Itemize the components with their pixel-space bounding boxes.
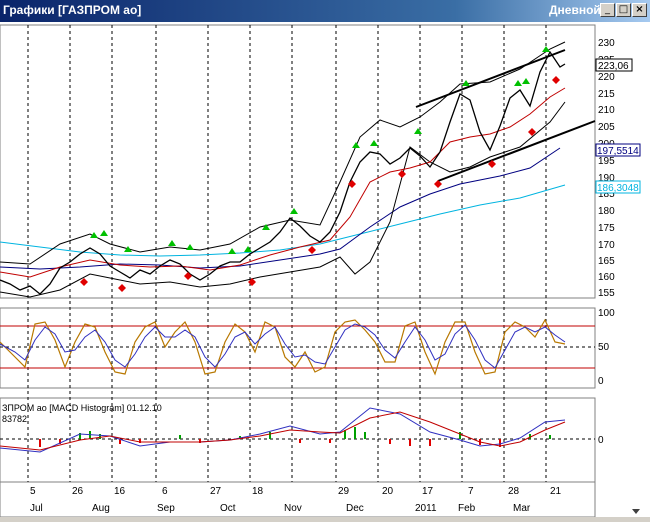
y-tick: 205: [598, 122, 615, 133]
day-tick: 5: [30, 486, 36, 497]
y-tick: 215: [598, 89, 615, 100]
price-line: [0, 50, 566, 295]
day-tick: 28: [508, 486, 520, 497]
day-tick: 20: [382, 486, 394, 497]
ma-long-line: [0, 184, 566, 257]
x-axis-days: 5 26 16 6 27 18 29 20 17 7 28 21: [30, 486, 562, 497]
y-tick: 170: [598, 240, 615, 251]
day-tick: 17: [422, 486, 434, 497]
macd-panel: [0, 397, 596, 483]
ma-long-marker: [595, 180, 641, 194]
y-tick: 230: [598, 38, 615, 49]
last-price-value: 223,06: [598, 61, 629, 72]
day-tick: 6: [162, 486, 168, 497]
scroll-down-icon[interactable]: [632, 509, 640, 514]
macd-zero-tick: 0: [598, 435, 604, 446]
y-tick: 180: [598, 206, 615, 217]
y-tick: 165: [598, 256, 615, 267]
y-tick: 210: [598, 105, 615, 116]
day-tick: 26: [72, 486, 84, 497]
month-tick: 2011: [415, 503, 437, 514]
title-bar[interactable]: Графики [ГАЗПРОМ ао] Дневной _ □ ×: [0, 0, 650, 22]
y-tick: 155: [598, 288, 615, 299]
macd-value: 83782: [2, 414, 27, 424]
day-tick: 16: [114, 486, 126, 497]
month-tick: Dec: [346, 503, 364, 514]
period-label[interactable]: Дневной: [549, 3, 601, 17]
stoch-tick: 0: [598, 376, 604, 387]
stoch-panel: [0, 307, 596, 389]
price-panel: [0, 24, 596, 299]
ma-mid-value: 197,5514: [597, 146, 639, 157]
month-tick: Aug: [92, 503, 110, 514]
minimize-button[interactable]: _: [600, 3, 615, 17]
channel-lower: [437, 120, 596, 182]
month-tick: Mar: [513, 503, 531, 514]
y-tick: 220: [598, 72, 615, 83]
ma-mid-marker: [595, 143, 641, 157]
y-tick: 160: [598, 272, 615, 283]
y-tick: 175: [598, 223, 615, 234]
month-tick: Oct: [220, 503, 236, 514]
chart-area[interactable]: 230 225 220 215 210 205 200 195 190 185 …: [0, 22, 650, 518]
bollinger-upper: [0, 41, 566, 265]
month-tick: Jul: [30, 503, 43, 514]
ma-mid-line: [0, 147, 561, 270]
month-tick: Nov: [284, 503, 302, 514]
close-button[interactable]: ×: [632, 3, 647, 17]
ma-long-value: 186,3048: [597, 183, 639, 194]
x-axis-months: Jul Aug Sep Oct Nov Dec 2011 Feb Mar: [30, 503, 531, 514]
stoch-d-line: [0, 323, 566, 369]
day-tick: 29: [338, 486, 350, 497]
price-y-axis: 230 225 220 215 210 205 200 195 190 185 …: [598, 38, 615, 299]
day-tick: 27: [210, 486, 222, 497]
channel-upper: [415, 49, 566, 108]
y-tick: 195: [598, 156, 615, 167]
chart-canvas[interactable]: 230 225 220 215 210 205 200 195 190 185 …: [0, 22, 650, 518]
day-tick: 21: [550, 486, 562, 497]
maximize-button[interactable]: □: [616, 3, 631, 17]
macd-signal-line: [0, 411, 566, 451]
y-tick: 190: [598, 173, 615, 184]
ma-short-line: [0, 87, 566, 278]
y-tick: 185: [598, 189, 615, 200]
month-tick: Sep: [157, 503, 175, 514]
fractal-up-markers: [90, 46, 550, 254]
date-axis: [0, 481, 596, 518]
stoch-tick: 50: [598, 342, 610, 353]
fractal-down-markers: [80, 76, 560, 292]
macd-label: ЗПРОМ ао [MACD Histogram] 01.12.10: [2, 403, 162, 413]
stoch-tick: 100: [598, 308, 615, 319]
day-tick: 7: [468, 486, 474, 497]
last-price-marker: [595, 58, 633, 72]
stoch-y-axis: 100 50 0: [598, 308, 615, 387]
bollinger-lower: [0, 101, 566, 298]
stoch-k-line: [0, 318, 566, 376]
window-title: Графики [ГАЗПРОМ ао]: [3, 3, 142, 17]
month-tick: Feb: [458, 503, 476, 514]
day-tick: 18: [252, 486, 264, 497]
